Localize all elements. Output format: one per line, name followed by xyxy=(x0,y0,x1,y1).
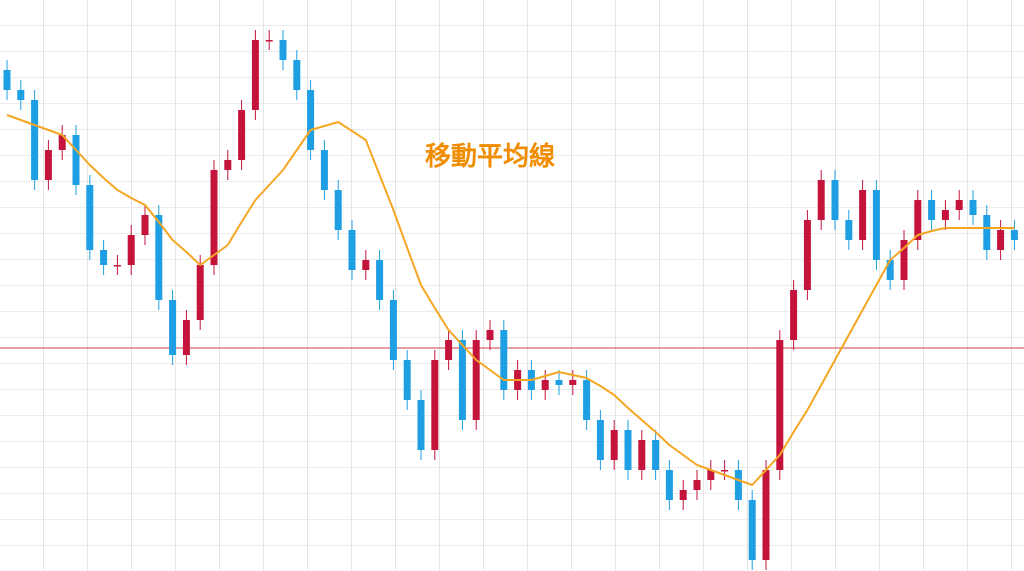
candle-body xyxy=(86,185,94,250)
candle-body xyxy=(969,200,977,215)
candle-body xyxy=(155,215,163,300)
candle-body xyxy=(555,380,563,385)
candle-body xyxy=(983,215,991,250)
candle-body xyxy=(748,500,756,560)
candle-body xyxy=(790,290,798,340)
candle-body xyxy=(58,135,66,150)
candle-body xyxy=(610,430,618,460)
candle-body xyxy=(1010,230,1018,240)
candle-body xyxy=(251,40,259,110)
candle-body xyxy=(665,470,673,500)
candle-body xyxy=(997,230,1005,250)
candle-body xyxy=(776,340,784,470)
candle-body xyxy=(17,90,25,100)
candle-body xyxy=(389,300,397,360)
candle-body xyxy=(941,210,949,220)
candle-body xyxy=(831,180,839,220)
candle-body xyxy=(31,100,39,180)
candle-body xyxy=(721,470,729,472)
candle-body xyxy=(279,40,287,60)
candle-body xyxy=(113,265,121,267)
annotation: 移動平均線 xyxy=(425,141,555,172)
candle-body xyxy=(169,300,177,355)
candle-body xyxy=(210,170,218,265)
candle-body xyxy=(900,240,908,280)
candle-body xyxy=(431,360,439,450)
candle-body xyxy=(914,200,922,240)
candle-body xyxy=(238,110,246,160)
candle-body xyxy=(362,260,370,270)
candle-body xyxy=(638,440,646,470)
candle-body xyxy=(569,380,577,385)
candle-body xyxy=(624,430,632,470)
candle-body xyxy=(417,400,425,450)
candle-body xyxy=(72,135,80,185)
candle-body xyxy=(652,440,660,470)
candle-body xyxy=(693,480,701,490)
candle-body xyxy=(182,320,190,355)
candle-body xyxy=(596,420,604,460)
candle-body xyxy=(320,150,328,190)
candle-body xyxy=(679,490,687,500)
candle-body xyxy=(734,470,742,500)
candle-body xyxy=(472,340,480,420)
candle-body xyxy=(541,380,549,390)
candle-body xyxy=(307,90,315,150)
candle-body xyxy=(44,150,52,180)
candle-body xyxy=(334,190,342,230)
candle-body xyxy=(224,160,232,170)
candle-body xyxy=(458,340,466,420)
candle-body xyxy=(348,230,356,270)
candle-body xyxy=(196,265,204,320)
candle-body xyxy=(127,235,135,265)
candle-body xyxy=(445,340,453,360)
moving-average-line xyxy=(6,114,1015,486)
candle-body xyxy=(845,220,853,240)
candle-body xyxy=(955,200,963,210)
candle-body xyxy=(859,190,867,240)
candle-body xyxy=(376,260,384,300)
candle-body xyxy=(817,180,825,220)
candle-body xyxy=(265,40,273,42)
candle-body xyxy=(886,260,894,280)
candle-body xyxy=(100,250,108,265)
candle-body xyxy=(500,330,508,390)
candle-body xyxy=(762,470,770,560)
candle-body xyxy=(803,220,811,290)
candle-body xyxy=(486,330,494,340)
candle-body xyxy=(141,215,149,235)
candle-body xyxy=(3,70,11,90)
candle-body xyxy=(707,470,715,480)
candle-body xyxy=(583,380,591,420)
candle-body xyxy=(872,190,880,260)
candle-body xyxy=(403,360,411,400)
candle-body xyxy=(293,60,301,90)
candle-body xyxy=(928,200,936,220)
